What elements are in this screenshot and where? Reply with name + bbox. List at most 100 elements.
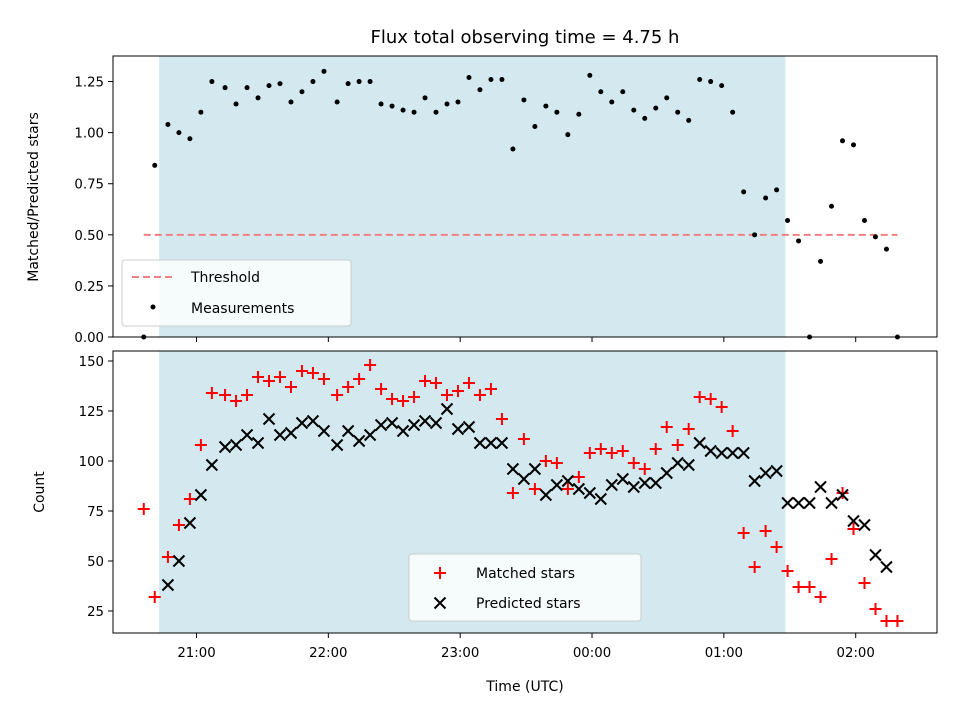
matched-star-point	[550, 457, 563, 469]
predicted-star-point	[836, 488, 849, 502]
matched-star-point	[759, 525, 772, 537]
predicted-star-point	[396, 424, 410, 438]
predicted-star-point	[418, 414, 432, 428]
matched-star-point	[825, 553, 838, 565]
predicted-star-point	[825, 496, 838, 510]
predicted-star-point	[506, 462, 520, 476]
legend-matched-label: Matched stars	[476, 566, 575, 582]
measurement-point	[411, 109, 417, 115]
predicted-star-point	[814, 480, 827, 494]
matched-star-point	[682, 423, 695, 435]
measurement-point	[209, 79, 215, 85]
matched-star-point	[836, 487, 849, 499]
x-tick-label: 00:00	[573, 646, 611, 661]
predicted-star-point	[847, 514, 860, 528]
matched-star-point	[781, 565, 794, 577]
matched-star-point	[484, 383, 497, 395]
measurement-point	[266, 83, 272, 89]
matched-star-point	[869, 603, 882, 615]
predicted-star-point	[605, 478, 619, 492]
predicted-star-point	[671, 456, 684, 470]
measurement-point	[675, 109, 681, 115]
measurements-series	[141, 68, 900, 340]
measurement-point	[310, 79, 316, 85]
matched-star-point	[638, 463, 651, 475]
predicted-star-point	[869, 548, 882, 562]
measurement-point	[872, 234, 878, 240]
legend-predicted-swatch	[433, 596, 447, 610]
matched-star-point	[792, 581, 805, 593]
matched-star-point	[440, 389, 453, 401]
measurement-point	[521, 97, 527, 103]
y-tick-label: 150	[79, 355, 104, 370]
predicted-star-point	[363, 428, 377, 442]
predicted-star-point	[803, 496, 816, 510]
measurement-point	[576, 111, 582, 117]
y-tick-label: 0.00	[74, 331, 104, 346]
matched-star-point	[194, 439, 207, 451]
predicted-star-point	[374, 418, 388, 432]
measurement-point	[466, 74, 472, 80]
matched-star-point	[342, 381, 355, 393]
measurement-point	[152, 162, 158, 168]
y-tick-label: 125	[79, 405, 104, 420]
top-legend: Threshold Measurements	[121, 259, 352, 327]
measurement-point	[288, 99, 294, 105]
predicted-star-point	[262, 412, 276, 426]
y-tick-label: 1.25	[74, 76, 104, 91]
x-axis-label: Time (UTC)	[485, 679, 563, 695]
measurement-point	[165, 121, 171, 127]
matched-star-point	[295, 365, 308, 377]
x-tick-label: 02:00	[837, 646, 875, 661]
predicted-star-point	[583, 486, 597, 500]
bottom-y-axis-label: Count	[32, 471, 48, 513]
measurement-point	[642, 115, 648, 121]
matched-star-point	[172, 519, 185, 531]
predicted-star-point	[495, 436, 509, 450]
matched-star-point	[572, 471, 585, 483]
matched-star-point	[671, 439, 684, 451]
matched-star-point	[284, 381, 297, 393]
predicted-star-point	[627, 480, 640, 494]
measurement-point	[774, 187, 780, 193]
matched-star-point	[317, 373, 330, 385]
x-tick-label: 23:00	[441, 646, 479, 661]
predicted-stars-series	[161, 402, 893, 592]
predicted-star-point	[451, 422, 465, 436]
predicted-star-point	[715, 446, 728, 460]
measurement-point	[455, 99, 461, 105]
matched-star-point	[660, 421, 673, 433]
measurement-point	[499, 77, 505, 83]
predicted-star-point	[539, 488, 553, 502]
top-y-axis-label: Matched/Predicted stars	[26, 112, 42, 282]
measurement-point	[510, 146, 516, 152]
matched-star-point	[880, 615, 893, 627]
predicted-star-point	[770, 464, 783, 478]
measurement-point	[840, 138, 846, 144]
matched-star-point	[148, 591, 161, 603]
predicted-star-point	[693, 436, 706, 450]
y-tick-label: 1.00	[74, 127, 104, 142]
matched-star-point	[561, 483, 574, 495]
predicted-star-point	[594, 492, 608, 506]
measurement-point	[741, 189, 747, 195]
matched-star-point	[462, 377, 475, 389]
predicted-star-point	[880, 560, 893, 574]
measurement-point	[543, 103, 549, 109]
bottom-x-axis: 21:00 22:00 23:00 00:00 01:00 02:00	[177, 633, 875, 661]
legend-predicted-label: Predicted stars	[476, 596, 581, 612]
y-tick-label: 0.50	[74, 229, 104, 244]
x-tick-label: 22:00	[309, 646, 347, 661]
matched-star-point	[230, 395, 243, 407]
legend-matched-swatch	[434, 567, 446, 579]
y-tick-label: 0.25	[74, 280, 104, 295]
predicted-star-point	[194, 488, 208, 502]
legend-measurements-label: Measurements	[191, 301, 294, 317]
measurement-point	[433, 109, 439, 115]
predicted-star-point	[748, 474, 761, 488]
predicted-star-point	[330, 438, 344, 452]
measurement-point	[851, 142, 857, 148]
matched-star-point	[183, 493, 196, 505]
y-tick-label: 0.75	[74, 178, 104, 193]
